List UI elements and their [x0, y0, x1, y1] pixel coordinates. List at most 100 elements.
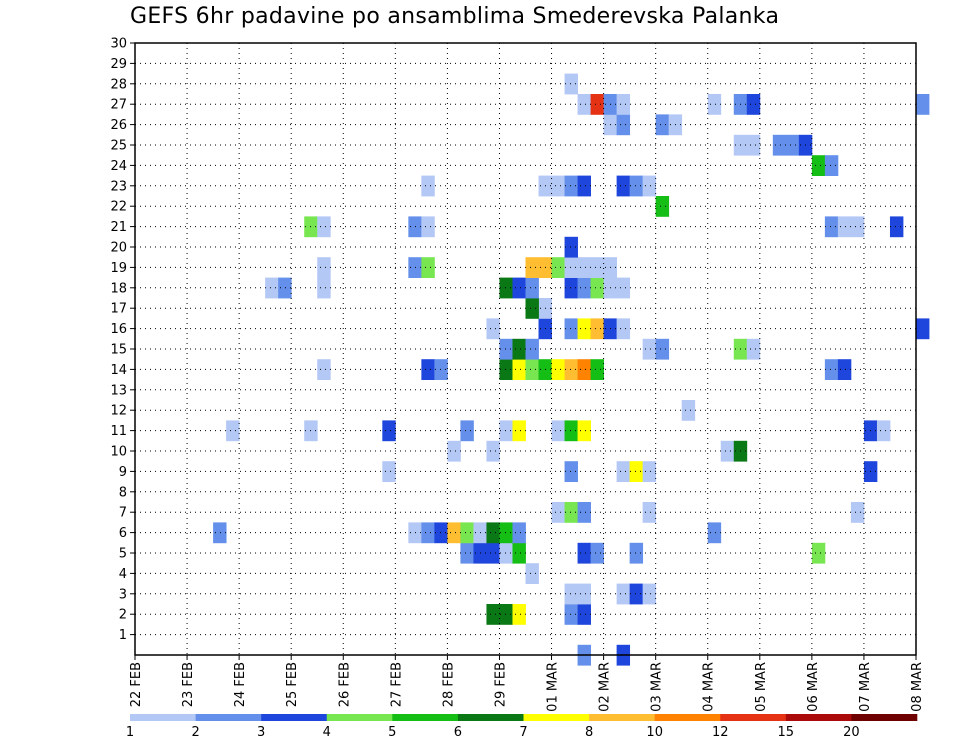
legend-label: 15 [778, 725, 795, 740]
y-tick-label: 7 [119, 506, 127, 521]
heatmap-cell [564, 73, 578, 95]
heatmap-cell [551, 502, 565, 523]
heatmap-cell [889, 216, 904, 238]
heatmap-cell [707, 522, 722, 544]
heatmap-cell [486, 318, 500, 340]
y-tick-label: 19 [110, 261, 127, 276]
heatmap-cell [382, 420, 396, 442]
legend-label: 5 [388, 725, 396, 740]
y-tick-label: 28 [110, 77, 127, 92]
heatmap-cell [421, 216, 435, 238]
heatmap-cell [616, 277, 631, 299]
heatmap-cell [577, 318, 591, 340]
legend-swatch [654, 714, 721, 721]
y-tick-label: 25 [110, 139, 127, 154]
heatmap-cell [512, 338, 526, 360]
legend-label: 2 [191, 725, 199, 740]
heatmap-cell [460, 420, 474, 442]
heatmap-cell [642, 175, 657, 197]
legend-swatch [589, 714, 655, 721]
heatmap-cell [499, 542, 513, 564]
heatmap-cell [525, 277, 539, 299]
heatmap-cell [525, 359, 539, 380]
heatmap-cell [499, 359, 513, 380]
heatmap-cell [460, 522, 474, 544]
heatmap-cell [551, 359, 565, 380]
heatmap-cell [382, 461, 396, 482]
heatmap-cell [590, 94, 604, 115]
y-tick-label: 15 [110, 343, 127, 358]
y-tick-label: 2 [119, 608, 127, 623]
heatmap-cell [421, 257, 435, 278]
heatmap-cell [916, 318, 930, 340]
legend-label: 1 [126, 725, 134, 740]
legend-swatch [523, 714, 590, 721]
heatmap-cell [629, 461, 644, 482]
y-tick-label: 12 [110, 404, 127, 419]
heatmap-cell [577, 257, 591, 278]
heatmap-cell [772, 134, 787, 156]
heatmap-cell [421, 522, 435, 544]
y-tick-label: 30 [110, 37, 127, 52]
heatmap-cell [512, 420, 526, 442]
legend-swatch [195, 714, 262, 721]
heatmap-cell [577, 359, 591, 380]
legend-label: 3 [257, 725, 265, 740]
chart-title: GEFS 6hr padavine po ansamblima Smederev… [130, 4, 780, 29]
heatmap-cell [811, 155, 826, 176]
heatmap-cell [577, 542, 591, 564]
y-tick-label: 24 [110, 159, 127, 174]
y-tick-label: 16 [110, 322, 127, 337]
legend-swatch [130, 714, 196, 721]
x-tick-label: 05 MAR [754, 662, 769, 712]
x-tick-label: 29 FEB [494, 662, 509, 707]
heatmap-cell [499, 277, 513, 299]
legend-label: 4 [323, 725, 331, 740]
y-tick-label: 4 [119, 567, 127, 582]
heatmap-cell [265, 277, 279, 299]
y-tick-label: 5 [119, 547, 127, 562]
heatmap-cell [278, 277, 292, 299]
heatmap-cell [512, 542, 526, 564]
heatmap-cell [564, 277, 578, 299]
heatmap-cell [577, 94, 591, 115]
x-tick-label: 24 FEB [233, 662, 248, 707]
heatmap-cell [720, 440, 735, 462]
heatmap-cell [629, 583, 644, 605]
axis-layer: 1234567891011121314151617181920212223242… [110, 37, 925, 712]
y-tick-label: 6 [119, 526, 127, 541]
heatmap-cell [486, 522, 500, 544]
legend-swatch [720, 714, 787, 721]
cells-layer [213, 73, 930, 666]
heatmap-cell [577, 604, 591, 625]
heatmap-cell [707, 94, 722, 115]
heatmap-cell [499, 604, 513, 625]
x-tick-label: 01 MAR [546, 662, 561, 712]
heatmap-cell [616, 114, 631, 136]
x-tick-label: 26 FEB [337, 662, 352, 707]
heatmap-cell [746, 134, 761, 156]
heatmap-cell [850, 502, 865, 523]
heatmap-cell [681, 400, 696, 421]
heatmap-cell [486, 440, 500, 462]
legend-label: 7 [519, 725, 527, 740]
heatmap-cell [460, 542, 474, 564]
heatmap-cell [577, 583, 591, 605]
heatmap-cell [317, 277, 331, 299]
heatmap-cell [655, 196, 670, 217]
heatmap-cell [590, 542, 604, 564]
x-tick-label: 08 MAR [910, 662, 925, 712]
heatmap-cell [577, 502, 591, 523]
y-tick-label: 17 [110, 302, 127, 317]
heatmap-cell [616, 318, 631, 340]
legend-swatch [851, 714, 918, 721]
y-tick-label: 1 [119, 628, 127, 643]
heatmap-cell [499, 522, 513, 544]
heatmap-cell [811, 542, 826, 564]
x-tick-label: 03 MAR [650, 662, 665, 712]
heatmap-cell [824, 359, 839, 380]
heatmap-cell [590, 359, 604, 380]
x-tick-label: 22 FEB [129, 662, 144, 707]
